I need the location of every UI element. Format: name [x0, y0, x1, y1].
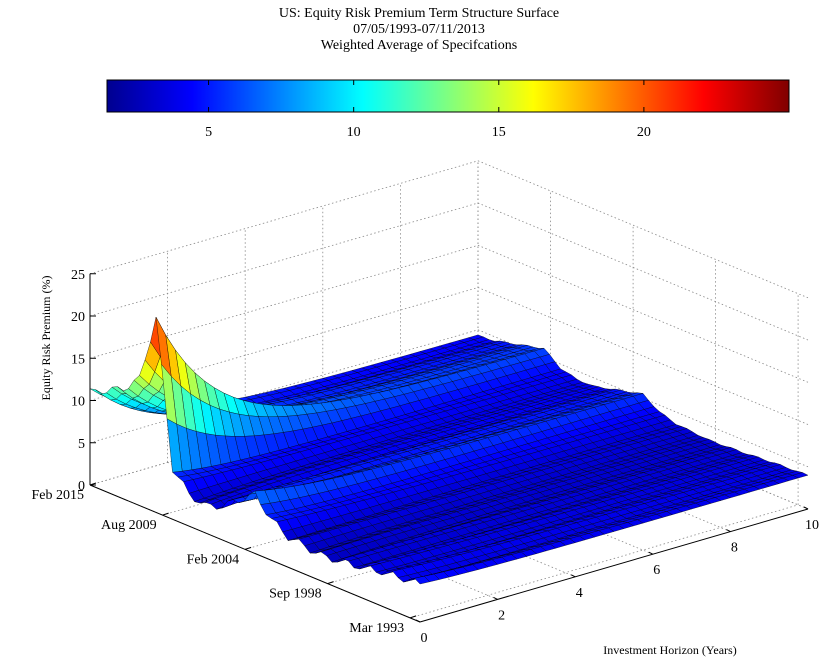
chart-title: US: Equity Risk Premium Term Structure S…: [278, 6, 560, 21]
z-tick-label: 10: [71, 395, 85, 410]
colorbar-tick-label: 5: [205, 125, 212, 140]
date-tick-mark: [327, 581, 334, 585]
date-axis-line: [89, 484, 421, 623]
colorbar-tick-label: 20: [637, 125, 651, 140]
x-tick-mark: [415, 619, 421, 623]
z-tick-label: 25: [71, 268, 85, 283]
z-tick-label: 20: [71, 310, 85, 325]
z-axis-label: Equity Risk Premium (%): [39, 276, 53, 401]
grid-line-z: [89, 329, 809, 468]
colorbar-tick-label: 15: [492, 125, 506, 140]
colorbar: 5 10 15 20: [106, 79, 790, 140]
x-tick-mark: [648, 551, 654, 555]
date-tick-label: Sep 1998: [269, 587, 322, 602]
x-axis-label: Investment Horizon (Years): [603, 643, 736, 657]
date-tick-mark: [409, 615, 417, 619]
chart-subtitle-method: Weighted Average of Specifcations: [320, 38, 518, 53]
date-tick-mark: [244, 546, 252, 550]
x-tick-mark: [493, 596, 498, 600]
surface-mesh: [89, 316, 809, 585]
z-tick-label: 15: [71, 352, 85, 367]
x-tick-label: 10: [805, 518, 819, 533]
grid-line-z: [89, 160, 809, 299]
x-tick-label: 4: [576, 586, 583, 601]
grid-line-z: [89, 202, 809, 341]
z-tick-label: 5: [78, 437, 85, 452]
x-tick-label: 0: [421, 631, 428, 646]
date-tick-label: Mar 1993: [349, 621, 404, 636]
date-tick-label: Feb 2015: [32, 488, 85, 503]
date-tick-mark: [162, 512, 169, 516]
colorbar-tick-label: 10: [347, 125, 361, 140]
surface-patch: [414, 576, 431, 585]
date-tick-label: Aug 2009: [101, 518, 157, 533]
grid-line-y-floor: [409, 504, 799, 619]
x-axis-line: [419, 508, 809, 623]
x-tick-mark: [803, 506, 809, 510]
axes: 0 2 4 6 8 10 Investment Horizon (Years) Mar 199…: [32, 268, 820, 657]
grid-line-z: [89, 244, 809, 383]
x-tick-mark: [726, 529, 731, 533]
chart-subtitle-dates: 07/05/1993-07/11/2013: [353, 22, 485, 37]
date-tick-label: Feb 2004: [187, 552, 240, 567]
x-tick-mark: [570, 574, 576, 578]
x-tick-label: 6: [653, 563, 660, 578]
x-tick-label: 8: [731, 541, 738, 556]
z-tick-label: 0: [78, 479, 85, 494]
colorbar-gradient: [106, 79, 790, 113]
x-tick-label: 2: [498, 608, 505, 623]
